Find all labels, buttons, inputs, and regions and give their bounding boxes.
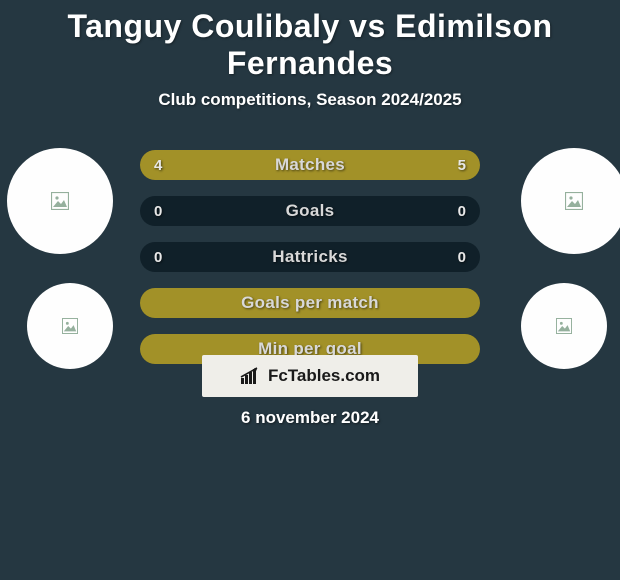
image-placeholder-icon [565, 192, 583, 210]
comparison-subtitle: Club competitions, Season 2024/2025 [0, 90, 620, 110]
left-club-avatar [27, 283, 113, 369]
stat-label: Goals per match [140, 288, 480, 318]
comparison-title: Tanguy Coulibaly vs Edimilson Fernandes [0, 0, 620, 84]
stat-bar: 00Goals [140, 196, 480, 226]
stat-bars: 45Matches 00Goals 00Hattricks Goals per mat… [140, 150, 480, 380]
image-placeholder-icon [556, 318, 572, 334]
stat-label: Matches [140, 150, 480, 180]
stat-label: Hattricks [140, 242, 480, 272]
stat-bar: Goals per match [140, 288, 480, 318]
stat-bar: 45Matches [140, 150, 480, 180]
bars-chart-icon [240, 367, 262, 385]
image-placeholder-icon [51, 192, 69, 210]
generated-date: 6 november 2024 [0, 408, 620, 428]
left-player-avatar [7, 148, 113, 254]
stat-label: Goals [140, 196, 480, 226]
image-placeholder-icon [62, 318, 78, 334]
brand-text: FcTables.com [268, 366, 380, 386]
brand-badge: FcTables.com [202, 355, 418, 397]
right-club-avatar [521, 283, 607, 369]
right-player-avatar [521, 148, 620, 254]
stat-bar: 00Hattricks [140, 242, 480, 272]
